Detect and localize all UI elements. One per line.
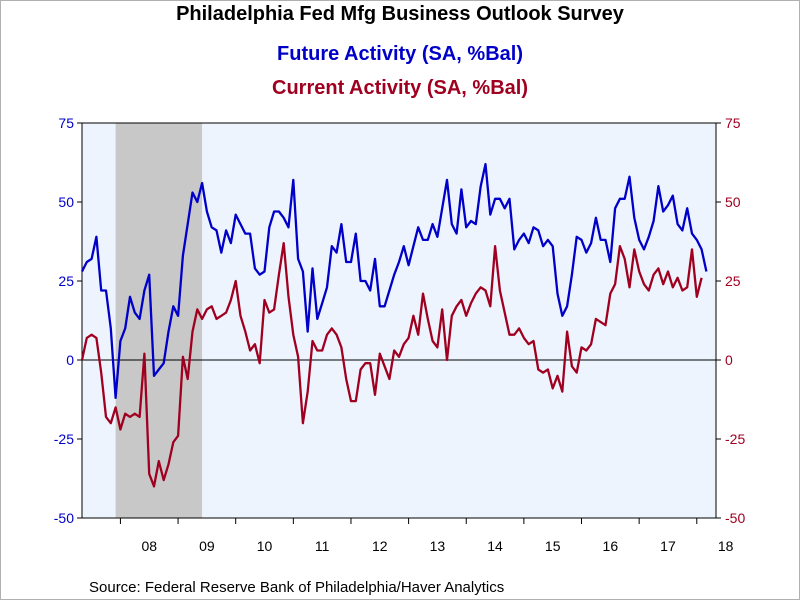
x-tick-label: 18 [718,538,734,554]
y-tick-label-left: -25 [54,431,74,447]
y-tick-label-right: 50 [725,194,741,210]
y-tick-label-left: 50 [58,194,74,210]
x-tick-label: 10 [257,538,273,554]
y-tick-label-right: 25 [725,273,741,289]
y-tick-label-left: 75 [58,115,74,131]
x-tick-label: 08 [141,538,157,554]
x-tick-label: 14 [487,538,503,554]
y-tick-label-right: 0 [725,352,733,368]
current-series-title: Current Activity (SA, %Bal) [272,77,528,99]
y-tick-label-right: -25 [725,431,745,447]
future-activity-line [80,162,708,400]
current-activity-line [80,241,703,488]
plot-frame [81,122,717,519]
y-tick-label-right: 75 [725,115,741,131]
y-tick-label-left: 0 [66,352,74,368]
x-tick-label: 12 [372,538,388,554]
y-tick-label-right: -50 [725,510,745,526]
x-tick-label: 15 [545,538,561,554]
y-tick-label-left: -50 [54,510,74,526]
x-tick-label: 13 [430,538,446,554]
x-tick-label: 09 [199,538,215,554]
recession-shading [115,123,203,518]
future-series-title: Future Activity (SA, %Bal) [277,43,523,65]
x-tick-label: 11 [315,538,330,554]
y-tick-label-left: 25 [58,273,74,289]
chart-title: Philadelphia Fed Mfg Business Outlook Su… [176,3,624,25]
x-tick-label: 16 [603,538,619,554]
x-tick-label: 17 [660,538,676,554]
source-note: Source: Federal Reserve Bank of Philadel… [89,579,505,596]
